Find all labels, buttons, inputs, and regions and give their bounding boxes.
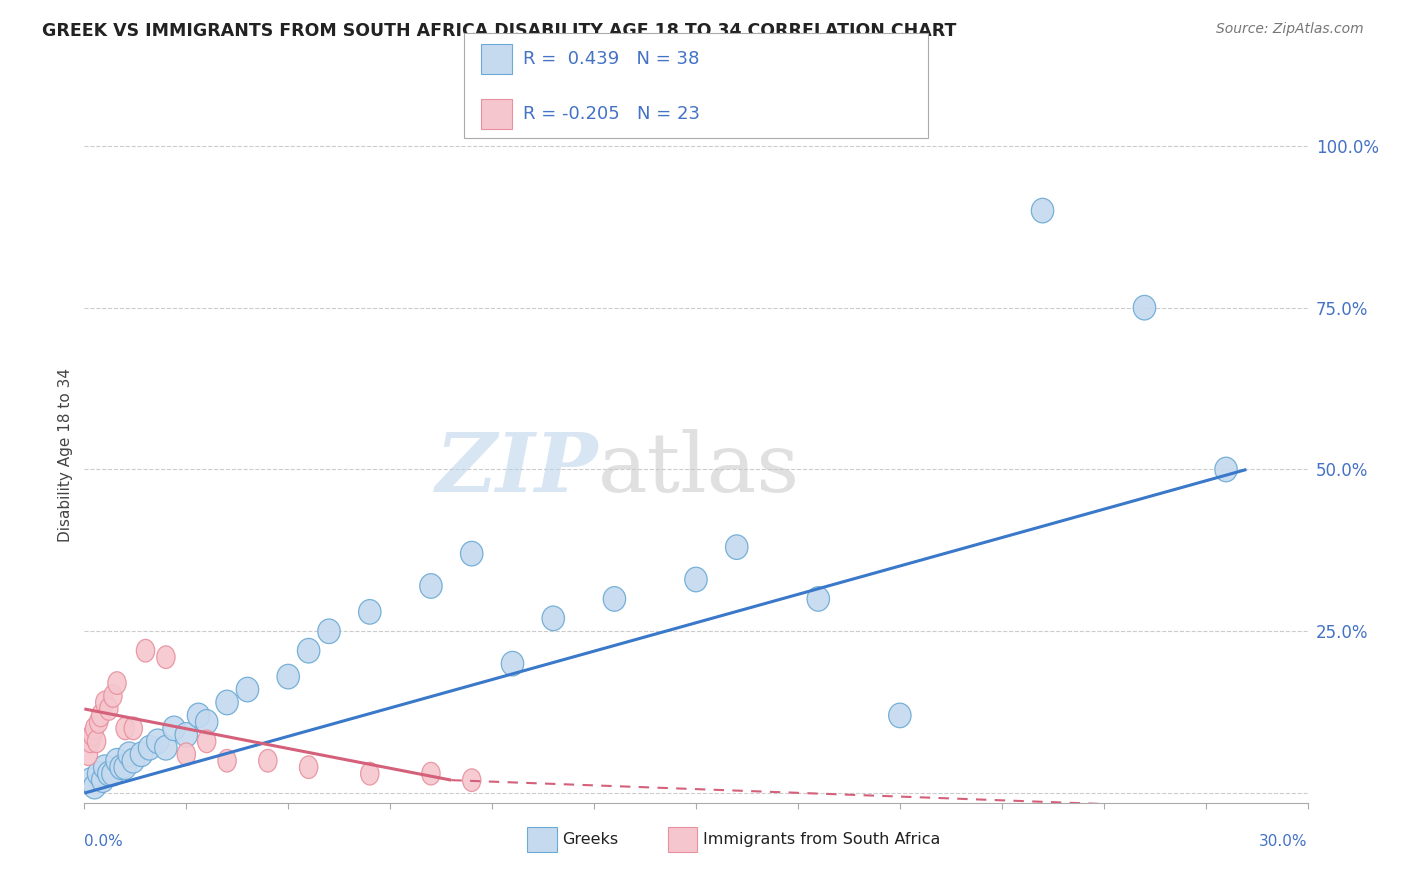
Ellipse shape: [502, 651, 523, 676]
Ellipse shape: [138, 736, 160, 760]
Ellipse shape: [685, 567, 707, 591]
Ellipse shape: [91, 704, 110, 727]
Ellipse shape: [131, 742, 153, 766]
Ellipse shape: [889, 703, 911, 728]
Ellipse shape: [104, 685, 122, 707]
Ellipse shape: [195, 710, 218, 734]
Ellipse shape: [146, 729, 169, 754]
Ellipse shape: [114, 755, 136, 780]
Ellipse shape: [318, 619, 340, 644]
Ellipse shape: [108, 672, 127, 694]
Ellipse shape: [115, 717, 135, 739]
Ellipse shape: [422, 763, 440, 785]
Ellipse shape: [420, 574, 441, 599]
Ellipse shape: [155, 736, 177, 760]
Text: 30.0%: 30.0%: [1260, 834, 1308, 849]
Ellipse shape: [197, 730, 217, 753]
Ellipse shape: [156, 646, 176, 668]
Ellipse shape: [97, 762, 120, 786]
Ellipse shape: [725, 535, 748, 559]
Ellipse shape: [94, 755, 115, 780]
Ellipse shape: [218, 749, 236, 772]
Ellipse shape: [124, 717, 142, 739]
Ellipse shape: [100, 698, 118, 720]
Ellipse shape: [543, 606, 564, 631]
Text: ZIP: ZIP: [436, 429, 598, 508]
Ellipse shape: [463, 769, 481, 791]
Ellipse shape: [163, 716, 186, 740]
Ellipse shape: [83, 774, 105, 799]
Ellipse shape: [96, 691, 114, 714]
Ellipse shape: [603, 587, 626, 611]
Ellipse shape: [91, 768, 114, 792]
Ellipse shape: [217, 690, 238, 714]
Ellipse shape: [177, 743, 195, 765]
Ellipse shape: [110, 755, 132, 780]
Ellipse shape: [90, 711, 108, 733]
Text: Immigrants from South Africa: Immigrants from South Africa: [703, 832, 941, 847]
Ellipse shape: [461, 541, 482, 566]
Text: 0.0%: 0.0%: [84, 834, 124, 849]
Text: Source: ZipAtlas.com: Source: ZipAtlas.com: [1216, 22, 1364, 37]
Ellipse shape: [807, 587, 830, 611]
Ellipse shape: [1032, 198, 1053, 223]
Ellipse shape: [87, 730, 105, 753]
Ellipse shape: [83, 723, 101, 747]
Text: GREEK VS IMMIGRANTS FROM SOUTH AFRICA DISABILITY AGE 18 TO 34 CORRELATION CHART: GREEK VS IMMIGRANTS FROM SOUTH AFRICA DI…: [42, 22, 956, 40]
Text: Greeks: Greeks: [562, 832, 619, 847]
Ellipse shape: [299, 756, 318, 779]
Ellipse shape: [79, 743, 97, 765]
Ellipse shape: [122, 748, 145, 773]
Ellipse shape: [87, 762, 110, 786]
Ellipse shape: [101, 762, 124, 786]
Ellipse shape: [136, 640, 155, 662]
Text: atlas: atlas: [598, 429, 800, 508]
Ellipse shape: [277, 665, 299, 689]
Text: R = -0.205   N = 23: R = -0.205 N = 23: [523, 105, 700, 123]
Ellipse shape: [1133, 295, 1156, 320]
Ellipse shape: [259, 749, 277, 772]
Y-axis label: Disability Age 18 to 34: Disability Age 18 to 34: [58, 368, 73, 542]
Ellipse shape: [86, 717, 104, 739]
Ellipse shape: [236, 677, 259, 702]
Ellipse shape: [187, 703, 209, 728]
Ellipse shape: [79, 768, 101, 792]
Ellipse shape: [360, 763, 380, 785]
Ellipse shape: [359, 599, 381, 624]
Ellipse shape: [1215, 458, 1237, 482]
Ellipse shape: [298, 639, 319, 663]
Text: R =  0.439   N = 38: R = 0.439 N = 38: [523, 50, 699, 68]
Ellipse shape: [105, 748, 128, 773]
Ellipse shape: [82, 730, 100, 753]
Ellipse shape: [118, 742, 141, 766]
Ellipse shape: [176, 723, 197, 747]
